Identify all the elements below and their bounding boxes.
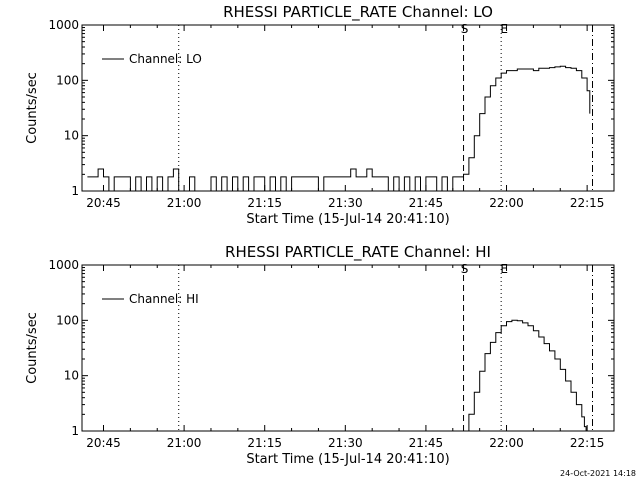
x-tick-label: 21:30	[328, 196, 363, 210]
legend-label: Channel: LO	[129, 52, 202, 66]
x-tick-label: 21:45	[409, 436, 444, 450]
series-line	[466, 319, 587, 432]
y-tick-label: 1	[71, 424, 79, 438]
chart-title: RHESSI PARTICLE_RATE Channel: LO	[223, 3, 493, 22]
chart-hi: RHESSI PARTICLE_RATE Channel: HI 1 10 100 10…	[25, 243, 615, 467]
y-tick-label: 100	[56, 73, 79, 87]
x-tick-label: 21:15	[247, 196, 282, 210]
chart-lo: RHESSI PARTICLE_RATE Channel: LO 1 10 100 10…	[25, 3, 615, 227]
x-tick-label: 20:45	[86, 196, 121, 210]
x-tick-label: 21:45	[409, 196, 444, 210]
plot-frame	[81, 24, 615, 192]
y-tick-label: 1000	[48, 18, 79, 32]
x-tick-label: 21:30	[328, 436, 363, 450]
timestamp-stamp: 24-Oct-2021 14:18	[560, 469, 636, 478]
x-tick-label: 21:00	[167, 196, 202, 210]
legend-label: Channel: HI	[129, 292, 199, 306]
marker-label: S	[461, 262, 469, 276]
x-tick-label: 22:00	[489, 196, 524, 210]
x-tick-label: 20:45	[86, 436, 121, 450]
x-axis-label: Start Time (15-Jul-14 20:41:10)	[246, 452, 449, 467]
x-tick-label: 22:15	[570, 196, 605, 210]
x-tick-label: 21:00	[167, 436, 202, 450]
y-axis-label: Counts/sec	[25, 312, 40, 384]
y-tick-label: 1	[71, 184, 79, 198]
y-axis-label: Counts/sec	[25, 72, 40, 144]
marker-label: S	[461, 22, 469, 36]
y-tick-label: 100	[56, 313, 79, 327]
x-tick-label: 22:00	[489, 436, 524, 450]
y-tick-label: 10	[64, 369, 79, 383]
marker-label: E	[500, 262, 508, 276]
y-tick-label: 10	[64, 129, 79, 143]
marker-label: E	[500, 22, 508, 36]
x-tick-label: 22:15	[570, 436, 605, 450]
series-line	[87, 65, 591, 192]
chart-title: RHESSI PARTICLE_RATE Channel: HI	[225, 243, 491, 262]
x-tick-label: 21:15	[247, 436, 282, 450]
plot-frame	[81, 264, 615, 432]
x-axis-label: Start Time (15-Jul-14 20:41:10)	[246, 212, 449, 227]
y-tick-label: 1000	[48, 258, 79, 272]
